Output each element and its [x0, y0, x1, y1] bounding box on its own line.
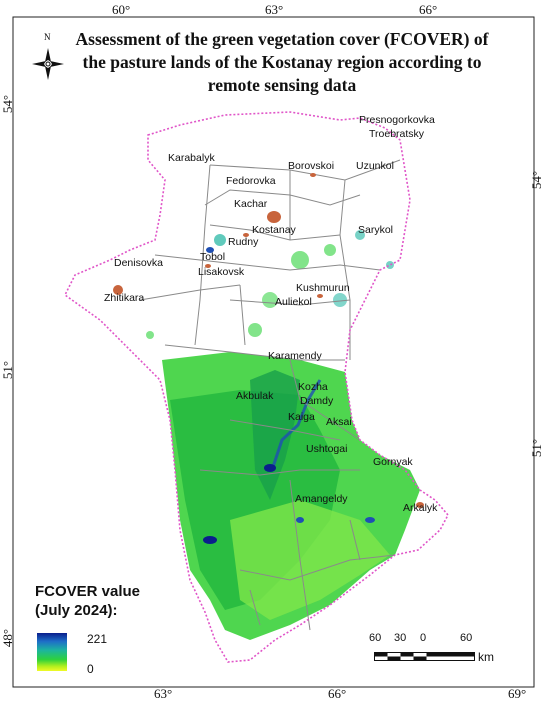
scale-bar-graphic: [374, 652, 475, 661]
legend-color-ramp: [37, 633, 67, 671]
top-tick-66: 66°: [419, 2, 438, 17]
city-label: Gornyak: [373, 456, 413, 468]
legend-min-value: 0: [87, 662, 94, 676]
city-label: Borovskoi: [288, 160, 335, 172]
north-arrow-icon: [32, 48, 64, 80]
north-label: N: [44, 32, 51, 42]
scale-bar: 60 30 0 60 km: [369, 632, 502, 672]
top-tick-63: 63°: [265, 2, 284, 17]
bottom-tick-63: 63°: [154, 686, 173, 701]
city-label: Kozha: [298, 381, 328, 393]
city-label: Arkalyk: [403, 502, 438, 514]
city-label: Lisakovsk: [198, 266, 245, 278]
city-label: Zhitikara: [104, 292, 145, 304]
city-label: Auliekol: [275, 296, 312, 308]
city-label: Karabalyk: [168, 152, 215, 164]
legend-max-value: 221: [87, 632, 108, 646]
city-label: Akbulak: [236, 390, 274, 402]
bottom-tick-69: 69°: [508, 686, 527, 701]
city-label: Kushmurun: [296, 282, 350, 294]
scale-label: 0: [420, 632, 427, 644]
scale-label: 60: [460, 632, 473, 644]
city-label: Fedorovka: [226, 175, 276, 187]
city-label: Karamendy: [268, 350, 322, 362]
city-label: Kaiga: [288, 411, 315, 423]
region-boundary: [63, 111, 449, 663]
scale-unit: km: [478, 650, 494, 664]
city-label: Presnogorkovka: [359, 114, 435, 126]
city-label: Amangeldy: [295, 493, 348, 505]
city-label: Ushtogai: [306, 443, 348, 455]
vegetation-raster: [146, 230, 420, 640]
bottom-tick-66: 66°: [328, 686, 347, 701]
legend: FCOVER value (July 2024): 221 0: [33, 578, 155, 680]
city-label: Kostanay: [252, 224, 296, 236]
city-label: Tobol: [200, 251, 226, 263]
city-label: Rudny: [228, 236, 259, 248]
city-label: Kachar: [234, 198, 268, 210]
city-label: Uzunkol: [356, 160, 394, 172]
city-label: Troebratsky: [369, 128, 425, 140]
legend-title: FCOVER value (July 2024):: [35, 583, 141, 619]
map-neatline: [12, 16, 535, 688]
city-label: Aksai: [326, 416, 352, 428]
scale-label: 30: [394, 632, 407, 644]
city-label: Denisovka: [114, 257, 164, 269]
top-tick-60: 60°: [112, 2, 131, 17]
city-markers: [113, 173, 424, 508]
scale-label: 60: [369, 632, 382, 644]
city-label: Sarykol: [358, 224, 394, 236]
map-title: Assessment of the green vegetation cover…: [75, 29, 489, 95]
city-label: Damdy: [300, 395, 334, 407]
